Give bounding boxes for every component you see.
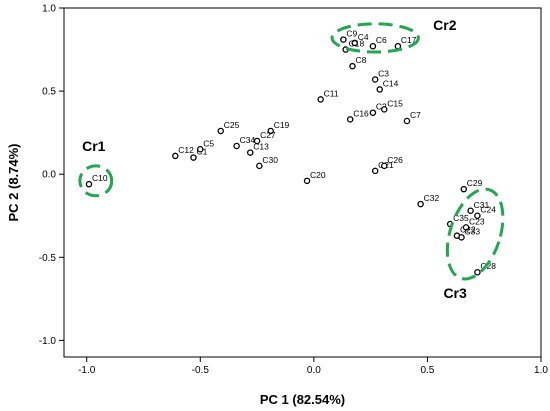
data-point <box>369 109 377 116</box>
point-label: C18 <box>349 39 365 49</box>
data-point <box>474 268 481 276</box>
x-axis-title: PC 1 (82.54%) <box>260 392 345 407</box>
y-tick-label: -1.0 <box>39 336 57 347</box>
y-axis-ticks: 1.0 0.5 0.0 -0.5 -1.0 <box>39 4 64 347</box>
data-point <box>247 149 254 156</box>
data-point <box>190 154 197 161</box>
data-point <box>467 207 474 215</box>
x-tick-label: 1.0 <box>534 365 548 376</box>
data-point <box>458 234 465 241</box>
data-point <box>217 127 224 135</box>
y-axis-title: PC 2 (8.74%) <box>6 143 21 221</box>
point-label: C30 <box>262 155 278 165</box>
point-label: C20 <box>310 170 326 180</box>
cluster-ellipse <box>330 22 420 54</box>
data-point <box>381 106 388 113</box>
data-point <box>172 152 179 160</box>
point-label: C24 <box>480 205 496 215</box>
data-point <box>233 142 240 150</box>
x-tick-label: 0.0 <box>307 365 321 376</box>
data-point <box>317 96 324 103</box>
point-label: C19 <box>274 120 290 130</box>
plot-border <box>63 7 542 358</box>
data-point <box>403 117 411 125</box>
x-tick-label: -0.5 <box>192 365 210 376</box>
cluster-label: Cr2 <box>433 17 457 33</box>
data-point <box>376 86 383 93</box>
data-point <box>381 162 388 170</box>
point-label: C35 <box>453 213 469 223</box>
point-label: C14 <box>383 78 399 88</box>
y-tick-label: 1.0 <box>42 4 56 15</box>
point-label: C34 <box>240 135 256 145</box>
data-point <box>349 62 356 70</box>
data-point <box>253 137 261 145</box>
data-points: C1C2C3C4C5C6C7C8C9C10C11C12C13C14C15C16C… <box>85 29 496 276</box>
data-point <box>462 224 470 231</box>
point-label: C29 <box>467 178 483 188</box>
cluster-ellipse <box>445 187 505 281</box>
data-point <box>256 162 263 170</box>
point-label: C16 <box>353 108 369 118</box>
point-label: C2 <box>376 102 387 112</box>
cluster-ellipse <box>78 164 114 198</box>
data-point <box>371 76 379 83</box>
x-tick-label: -1.0 <box>78 365 96 376</box>
point-label: C5 <box>203 138 214 148</box>
data-point <box>346 116 354 123</box>
point-label: C6 <box>376 35 387 45</box>
data-point <box>303 177 311 185</box>
point-label: C9 <box>346 29 357 39</box>
data-point <box>340 36 347 43</box>
point-label: C25 <box>224 120 240 130</box>
y-tick-label: -0.5 <box>39 253 57 264</box>
point-label: C23 <box>469 216 485 226</box>
point-label: C32 <box>424 193 440 203</box>
cluster-label: Cr3 <box>443 285 467 301</box>
data-point <box>474 212 481 219</box>
point-label: C7 <box>410 110 421 120</box>
point-label: C33 <box>465 226 481 236</box>
point-label: C28 <box>480 261 496 271</box>
point-label: C13 <box>253 142 269 152</box>
point-label: C11 <box>324 88 339 98</box>
point-label: C15 <box>387 98 403 108</box>
point-label: C10 <box>92 173 108 183</box>
point-label: C3 <box>378 68 389 78</box>
plot-area <box>63 7 542 358</box>
point-label: C31 <box>474 200 490 210</box>
point-label: C12 <box>178 145 194 155</box>
point-label: C17 <box>401 35 417 45</box>
data-point <box>369 42 377 50</box>
data-point <box>460 185 468 193</box>
point-label: C4 <box>358 32 369 42</box>
data-point <box>85 180 93 188</box>
data-point <box>351 39 358 47</box>
data-point <box>417 200 424 208</box>
y-tick-label: 0.0 <box>42 170 56 181</box>
x-axis-ticks: -1.0 -0.5 0.0 0.5 1.0 <box>78 357 548 376</box>
cluster-label: Cr1 <box>82 138 106 154</box>
data-point <box>267 127 274 135</box>
point-label: C27 <box>260 130 276 140</box>
y-tick-label: 0.5 <box>42 87 56 98</box>
data-point <box>371 167 379 175</box>
data-point <box>197 146 204 153</box>
point-label: C26 <box>387 155 403 165</box>
point-label: C8 <box>355 55 366 65</box>
x-tick-label: 0.5 <box>420 365 434 376</box>
cluster-ellipses: Cr1 Cr2 Cr3 <box>78 17 505 301</box>
